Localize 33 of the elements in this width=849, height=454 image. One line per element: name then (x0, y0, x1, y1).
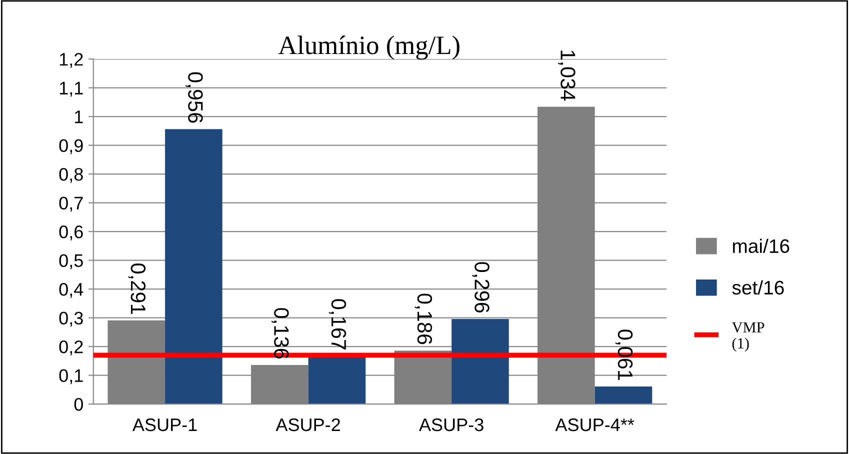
x-tick-label: ASUP-3 (418, 418, 484, 432)
legend-label: set/16 (732, 280, 784, 295)
data-label: 0,296 (472, 262, 490, 312)
y-tick-label: 0,1 (59, 369, 83, 384)
y-tick-label: 0,2 (59, 340, 83, 356)
y-tick-label: 0,5 (59, 254, 83, 270)
data-label: 0,061 (615, 330, 633, 380)
bar (452, 318, 509, 404)
y-tick-label: 0,6 (59, 225, 83, 240)
x-tick-label: ASUP-4** (555, 418, 634, 432)
x-tick-label: ASUP-2 (276, 418, 340, 432)
y-tick-label: 0,7 (59, 196, 83, 212)
data-label: 0,956 (186, 72, 203, 123)
bar (165, 129, 222, 404)
bar (308, 356, 366, 404)
legend-label: mai/16 (732, 238, 790, 254)
y-tick-label: 0,9 (59, 139, 83, 154)
y-tick-label: 0,4 (59, 282, 84, 298)
chart-title: Alumínio (mg/L) (278, 36, 460, 60)
y-tick-label: 1,2 (60, 52, 83, 68)
data-label: 0,167 (328, 299, 346, 350)
y-tick-label: 1,1 (60, 82, 83, 97)
y-tick-label: 0 (74, 398, 83, 411)
data-label: 0,136 (272, 308, 289, 358)
y-tick-label: 1 (75, 110, 83, 124)
bar (594, 386, 652, 404)
x-tick-label: ASUP-1 (132, 418, 197, 432)
y-tick-label: 0,8 (59, 168, 83, 183)
y-tick-label: 0,3 (59, 312, 83, 327)
data-label: 0,291 (128, 264, 146, 314)
data-label: 0,186 (414, 294, 432, 344)
data-label: 1,034 (558, 50, 576, 101)
legend-label: VMP (1) (732, 322, 764, 352)
